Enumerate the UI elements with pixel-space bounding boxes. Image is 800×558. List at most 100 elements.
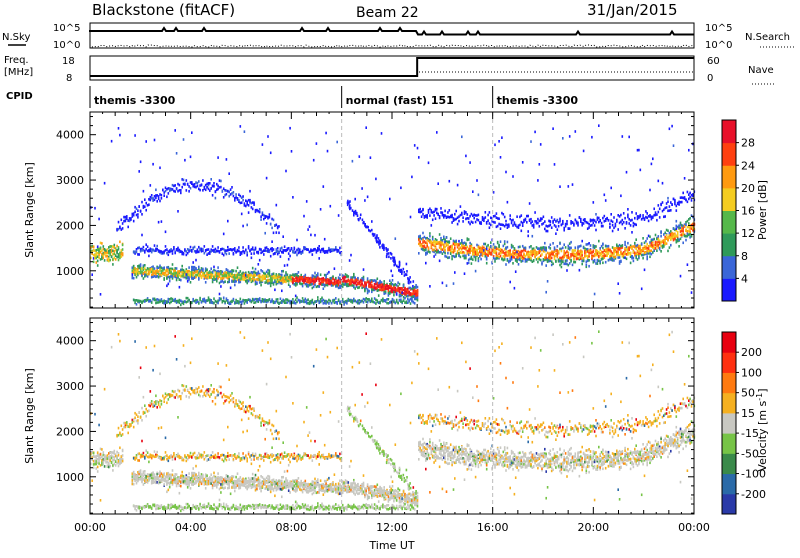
velocity-point xyxy=(100,448,102,451)
power-point xyxy=(361,300,363,303)
power-point xyxy=(288,300,290,303)
power-point xyxy=(498,246,500,249)
power-point xyxy=(432,242,434,245)
power-point xyxy=(383,299,385,302)
power-point xyxy=(532,250,534,253)
power-point xyxy=(145,269,147,272)
power-point xyxy=(498,223,500,226)
power-point xyxy=(617,254,619,257)
power-point xyxy=(251,252,253,255)
power-point xyxy=(212,245,214,248)
power-point xyxy=(227,220,229,223)
power-point xyxy=(497,225,499,228)
power-point xyxy=(656,219,658,222)
power-point xyxy=(446,216,448,219)
power-point xyxy=(545,249,547,252)
power-point xyxy=(478,219,480,222)
power-point xyxy=(299,251,301,254)
power-point xyxy=(360,300,362,303)
power-point xyxy=(244,251,246,254)
power-point xyxy=(112,253,114,256)
power-point xyxy=(437,250,439,253)
power-point xyxy=(353,275,355,278)
power-point xyxy=(249,249,251,252)
power-point xyxy=(309,225,311,228)
power-point xyxy=(597,250,599,253)
power-point xyxy=(649,250,651,253)
power-point xyxy=(512,262,514,265)
power-point xyxy=(361,187,363,190)
power-point xyxy=(500,223,502,226)
power-point xyxy=(414,289,416,292)
power-point xyxy=(294,301,296,304)
power-point xyxy=(633,245,635,248)
power-point xyxy=(180,279,182,282)
power-point xyxy=(134,302,136,305)
power-point xyxy=(158,301,160,304)
power-point xyxy=(281,276,283,279)
power-point xyxy=(670,209,672,212)
power-point xyxy=(505,223,507,226)
power-point xyxy=(617,256,619,259)
power-point xyxy=(206,248,208,251)
power-point xyxy=(565,260,567,263)
power-point xyxy=(180,275,182,278)
power-point xyxy=(176,272,178,275)
power-point xyxy=(433,249,435,252)
power-point xyxy=(541,247,543,250)
power-point xyxy=(579,216,581,219)
power-point xyxy=(152,265,154,268)
power-point xyxy=(539,258,541,261)
power-point xyxy=(587,256,589,259)
power-point xyxy=(689,217,691,220)
power-point xyxy=(580,257,582,260)
power-point xyxy=(209,276,211,279)
power-point xyxy=(565,262,567,265)
power-point xyxy=(597,218,599,221)
power-point xyxy=(439,251,441,254)
power-point xyxy=(590,224,592,227)
power-point xyxy=(215,197,217,200)
power-point xyxy=(658,239,660,242)
power-point xyxy=(460,256,462,259)
power-point xyxy=(667,238,669,241)
power-point xyxy=(320,278,322,281)
power-point xyxy=(174,129,176,132)
power-point xyxy=(253,274,255,277)
power-point xyxy=(180,304,182,307)
power-point xyxy=(317,249,319,252)
power-point xyxy=(220,248,222,251)
power-point xyxy=(284,245,286,248)
power-point xyxy=(554,251,556,254)
power-point xyxy=(352,281,354,284)
power-point xyxy=(187,280,189,283)
power-point xyxy=(145,248,147,251)
power-point xyxy=(361,277,363,280)
power-point xyxy=(220,280,222,283)
power-point xyxy=(104,248,106,251)
power-point xyxy=(223,281,225,284)
power-point xyxy=(143,190,145,193)
power-point xyxy=(512,256,514,259)
power-point xyxy=(328,299,330,302)
power-point xyxy=(312,287,314,290)
power-point xyxy=(412,285,414,288)
power-point xyxy=(536,254,538,257)
power-point xyxy=(504,240,506,243)
power-point xyxy=(367,288,369,291)
power-point xyxy=(345,301,347,304)
power-point xyxy=(318,279,320,282)
power-point xyxy=(552,252,554,255)
power-point xyxy=(393,301,395,304)
power-point xyxy=(168,267,170,270)
power-point xyxy=(501,212,503,215)
power-point xyxy=(325,282,327,285)
power-point xyxy=(273,275,275,278)
power-point xyxy=(205,184,207,187)
power-point xyxy=(519,251,521,254)
power-point xyxy=(658,180,660,183)
power-point xyxy=(367,301,369,304)
power-point xyxy=(195,181,197,184)
power-point xyxy=(179,278,181,281)
power-point xyxy=(255,272,257,275)
